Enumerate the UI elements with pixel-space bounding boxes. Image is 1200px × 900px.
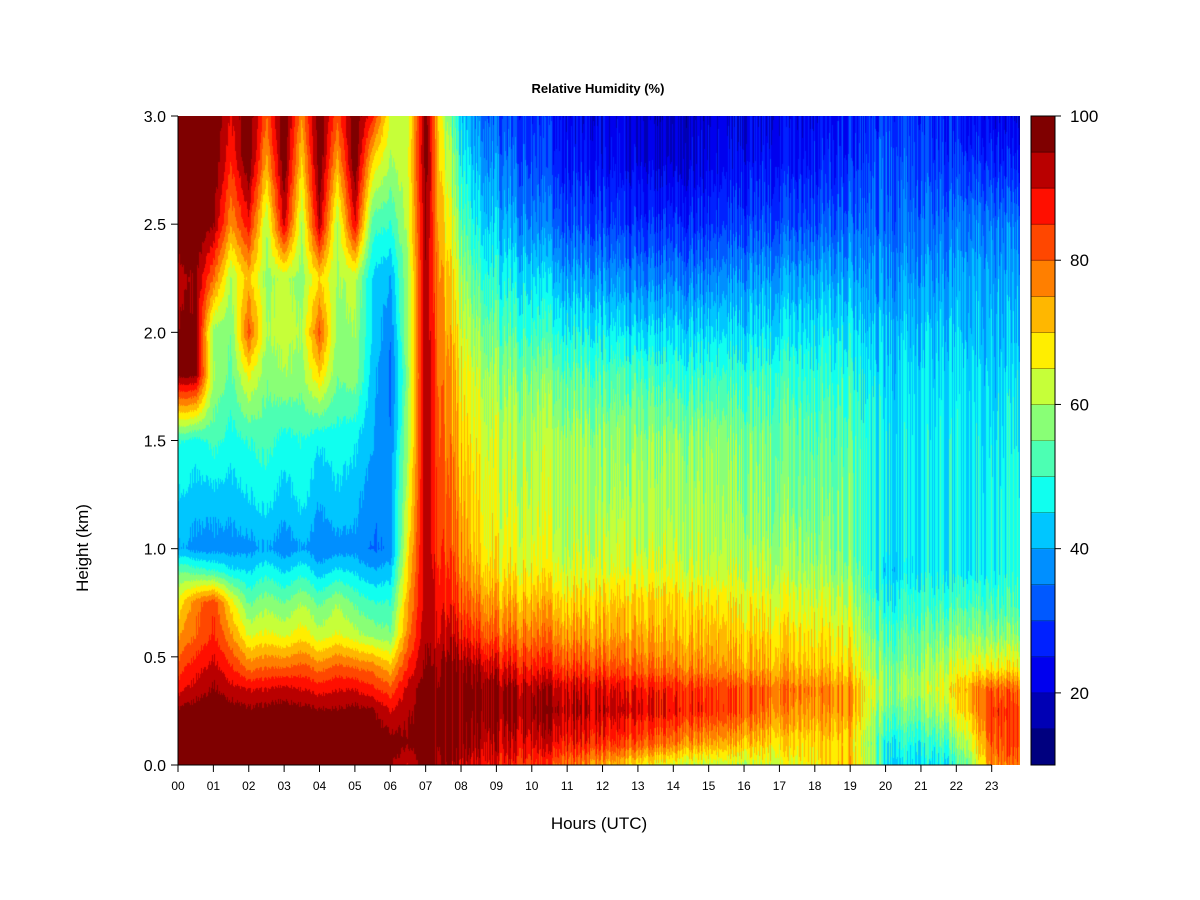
colorbar-swatch <box>1031 260 1055 297</box>
x-tick-label: 09 <box>490 779 504 793</box>
x-tick-label: 03 <box>277 779 291 793</box>
colorbar-swatch <box>1031 512 1055 550</box>
colorbar-swatch <box>1031 296 1055 333</box>
x-tick-label: 02 <box>242 779 256 793</box>
x-tick-label: 05 <box>348 779 362 793</box>
colorbar-frame <box>1030 115 1056 766</box>
colorbar-swatch <box>1031 116 1055 153</box>
colorbar-tick-label: 80 <box>1070 251 1089 270</box>
x-tick-label: 06 <box>384 779 398 793</box>
colorbar-swatch <box>1031 404 1055 441</box>
chart-title: Relative Humidity (%) <box>532 81 665 96</box>
colorbar-tick-label: 100 <box>1070 107 1098 126</box>
y-axis-label: Height (km) <box>73 504 92 592</box>
y-tick-label: 1.0 <box>144 542 166 559</box>
x-tick-label: 14 <box>667 779 681 793</box>
colorbar-swatch <box>1031 368 1055 405</box>
colorbar-swatch <box>1031 152 1055 189</box>
colorbar-swatch <box>1031 692 1055 730</box>
x-tick-label: 21 <box>914 779 928 793</box>
y-tick-label: 0.0 <box>144 758 166 775</box>
colorbar-tick-label: 40 <box>1070 540 1089 559</box>
colorbar-swatch <box>1031 332 1055 369</box>
y-tick-label: 2.0 <box>144 325 166 342</box>
heatmap-image <box>178 116 1020 765</box>
x-tick-label: 15 <box>702 779 716 793</box>
colorbar-swatch <box>1031 440 1055 478</box>
colorbar-tick-label: 60 <box>1070 395 1089 414</box>
y-axis: 0.0 0.5 1.0 1.5 2.0 2.5 3.0 <box>144 109 179 775</box>
y-tick-label: 2.5 <box>144 217 166 234</box>
colorbar-swatch <box>1031 188 1055 225</box>
colorbar-swatch <box>1031 620 1055 658</box>
x-tick-label: 16 <box>737 779 751 793</box>
colorbar: 20 40 60 80 100 <box>1030 107 1098 766</box>
x-tick-label: 00 <box>171 779 185 793</box>
colorbar-tick-label: 20 <box>1070 684 1089 703</box>
x-tick-label: 20 <box>879 779 893 793</box>
x-tick-label: 19 <box>844 779 858 793</box>
x-axis-label: Hours (UTC) <box>551 814 647 833</box>
y-tick-label: 1.5 <box>144 434 166 451</box>
x-tick-label: 12 <box>596 779 610 793</box>
x-tick-label: 11 <box>561 779 574 793</box>
x-tick-label: 10 <box>525 779 539 793</box>
colorbar-swatch <box>1031 476 1055 514</box>
colorbar-swatch <box>1031 728 1055 766</box>
x-tick-label: 08 <box>454 779 468 793</box>
x-tick-label: 13 <box>631 779 645 793</box>
colorbar-swatch <box>1031 224 1055 261</box>
x-tick-label: 17 <box>773 779 787 793</box>
x-tick-label: 18 <box>808 779 822 793</box>
y-tick-label: 0.5 <box>144 650 166 667</box>
x-tick-label: 04 <box>313 779 327 793</box>
heatmap-plot-area <box>178 116 1020 765</box>
x-tick-label: 01 <box>207 779 221 793</box>
x-tick-label: 07 <box>419 779 433 793</box>
colorbar-swatch <box>1031 584 1055 622</box>
colorbar-swatch <box>1031 548 1055 586</box>
y-tick-label: 3.0 <box>144 109 166 126</box>
x-tick-label: 22 <box>950 779 964 793</box>
x-axis: 00 01 02 03 04 05 06 07 08 09 10 11 12 13 14 15 16 17 18 19… <box>171 764 999 793</box>
colorbar-swatch <box>1031 656 1055 694</box>
x-tick-label: 23 <box>985 779 999 793</box>
